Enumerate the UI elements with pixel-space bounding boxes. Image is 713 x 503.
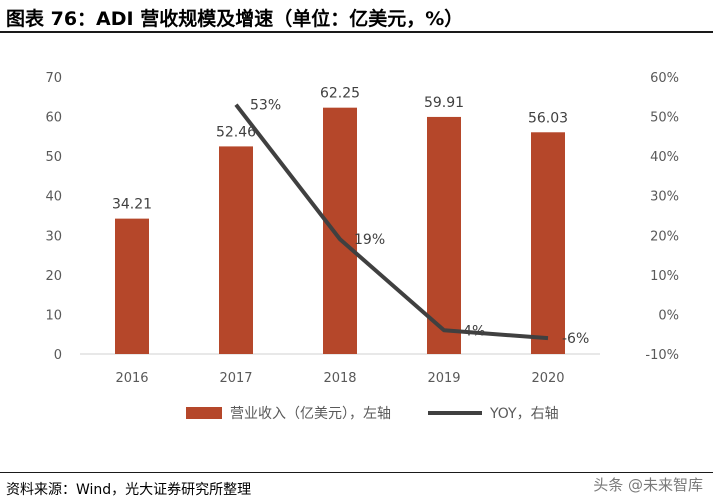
legend-yoy-label: YOY，右轴	[489, 406, 559, 422]
yoy-data-label: -4%	[458, 323, 485, 339]
revenue-bar	[531, 132, 565, 354]
source-divider	[0, 472, 713, 473]
revenue-bar	[323, 107, 357, 355]
left-axis-tick-label: 0	[54, 348, 62, 363]
right-axis-tick-label: -10%	[645, 348, 679, 363]
right-axis-tick-label: 40%	[650, 150, 679, 165]
x-axis-tick-label: 2020	[531, 371, 564, 386]
source-note: 资料来源：Wind，光大证券研究所整理	[6, 482, 252, 498]
left-axis-tick-label: 70	[45, 71, 62, 86]
left-axis-tick-label: 40	[45, 190, 62, 205]
legend-revenue-swatch	[186, 407, 222, 419]
x-axis-tick-label: 2019	[427, 371, 460, 386]
x-axis-tick-label: 2017	[219, 371, 252, 386]
revenue-chart: 0 10 20 30 40 50 60 70 -10% 0% 10% 20% 30% 40% 50% 60% 2…	[45, 71, 679, 422]
left-axis-tick-label: 60	[45, 111, 62, 126]
legend-revenue-label: 营业收入（亿美元），左轴	[230, 406, 391, 422]
revenue-data-label: 62.25	[320, 86, 360, 102]
revenue-bar	[219, 146, 253, 354]
x-axis-tick-label: 2016	[115, 371, 148, 386]
revenue-bar	[115, 218, 149, 354]
yoy-data-label: 53%	[250, 98, 281, 114]
right-axis-tick-label: 10%	[650, 269, 679, 284]
chart-title: 图表 76：ADI 营收规模及增速（单位：亿美元，%）	[6, 8, 464, 30]
yoy-data-label: 19%	[354, 232, 385, 248]
left-axis-tick-label: 20	[45, 269, 62, 284]
revenue-data-label: 59.91	[424, 95, 464, 111]
left-axis-tick-label: 30	[45, 229, 62, 244]
yoy-line	[234, 103, 549, 341]
right-axis-tick-label: 0%	[658, 308, 679, 323]
yoy-data-label: -6%	[562, 331, 589, 347]
x-axis-tick-label: 2018	[323, 371, 356, 386]
right-axis-tick-label: 50%	[650, 111, 679, 126]
left-axis-tick-label: 50	[45, 150, 62, 165]
revenue-data-label: 52.46	[216, 124, 256, 140]
right-axis-tick-label: 60%	[650, 71, 679, 86]
title-divider	[0, 31, 713, 33]
right-axis-tick-label: 30%	[650, 190, 679, 205]
revenue-bar	[427, 116, 461, 354]
right-axis-tick-label: 20%	[650, 229, 679, 244]
revenue-data-label: 56.03	[528, 110, 568, 126]
left-axis-tick-label: 10	[45, 308, 62, 323]
watermark: 头条 @未来智库	[593, 476, 703, 494]
revenue-data-label: 34.21	[112, 197, 152, 213]
